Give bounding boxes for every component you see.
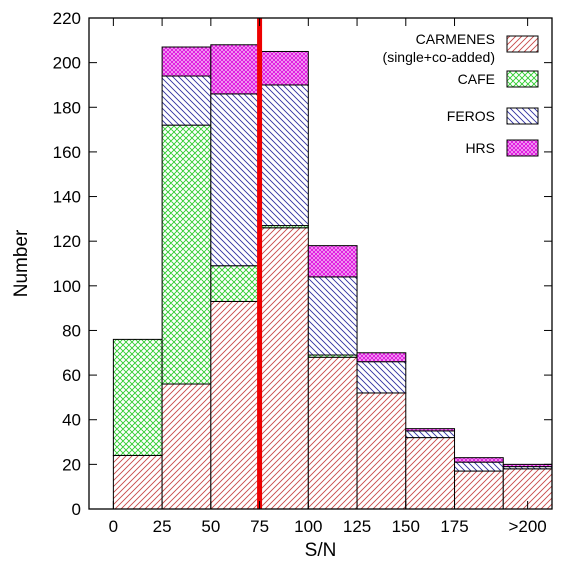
bar-feros-bin-2 [210,93,261,267]
legend-label-cafe: CAFE [458,71,495,87]
x-tick-label: 0 [109,517,118,536]
bar-hrs-bin-3 [259,50,309,86]
y-axis-label: Number [11,229,32,297]
y-tick-label: 180 [53,98,81,117]
bar-hrs-bin-1 [161,46,212,77]
y-tick-label: 200 [53,54,81,73]
bar-carmenes-bin-3 [259,227,309,510]
bar-carmenes-bin-2 [210,300,261,510]
ticks-layer: 0 20 40 60 80 100 120 140 160 180 200 220 0 25 50 75 100… [53,9,552,536]
bar-feros-bin-6 [405,430,456,439]
plot-frame [88,17,553,510]
bar-carmenes-bin-4 [307,356,358,510]
axes-layer [88,17,553,510]
bar-carmenes-bin-0 [112,454,163,510]
y-tick-label: 20 [62,455,81,474]
bar-carmenes-bin-7 [454,470,504,510]
bar-feros-bin-5 [356,361,407,394]
x-tick-label: 175 [440,517,468,536]
y-tick-label: 100 [53,277,81,296]
y-tick-label: 120 [53,232,81,251]
legend-swatch-carmenes [506,35,539,53]
bar-feros-bin-1 [161,75,212,126]
x-axis-label: S/N [305,540,337,561]
x-tick-label: 25 [153,517,172,536]
y-tick-label: 160 [53,143,81,162]
bar-hrs-bin-7 [454,457,504,463]
bar-carmenes-bin-6 [405,437,456,510]
bar-hrs-bin-5 [356,352,407,363]
legend-label-hrs: HRS [465,140,495,156]
bars-layer [112,44,553,510]
bar-cafe-bin-0 [112,338,163,456]
legend-label-feros: FEROS [447,108,495,124]
x-tick-label: 75 [250,517,269,536]
bar-cafe-bin-1 [161,124,212,385]
y-tick-label: 80 [62,321,81,340]
bar-carmenes-bin-5 [356,392,407,510]
legend: CARMENES (single+co-added) CAFE FEROS HRS [383,31,539,157]
bar-feros-bin-3 [259,84,309,227]
y-tick-label: 40 [62,411,81,430]
legend-swatch-feros [506,107,539,125]
y-tick-label: 0 [72,500,81,519]
x-tick-label: >200 [508,517,546,536]
bar-hrs-bin-6 [405,428,456,432]
bar-hrs-bin-2 [210,44,261,95]
x-tick-label: 100 [294,517,322,536]
legend-swatch-hrs [506,139,539,157]
y-tick-label: 220 [53,9,81,28]
bar-feros-bin-4 [307,276,358,356]
y-tick-label: 140 [53,188,81,207]
bar-cafe-bin-2 [210,265,261,302]
bar-feros-bin-7 [454,461,504,472]
legend-label-carmenes: CARMENES [416,31,495,47]
bar-hrs-bin-4 [307,245,358,278]
legend-label-carmenes-line2: (single+co-added) [383,49,495,65]
x-tick-label: 50 [201,517,220,536]
x-tick-label: 125 [343,517,371,536]
y-tick-label: 60 [62,366,81,385]
x-tick-label: 150 [392,517,420,536]
legend-swatch-cafe [506,70,539,88]
bar-carmenes-bin-1 [161,383,212,510]
